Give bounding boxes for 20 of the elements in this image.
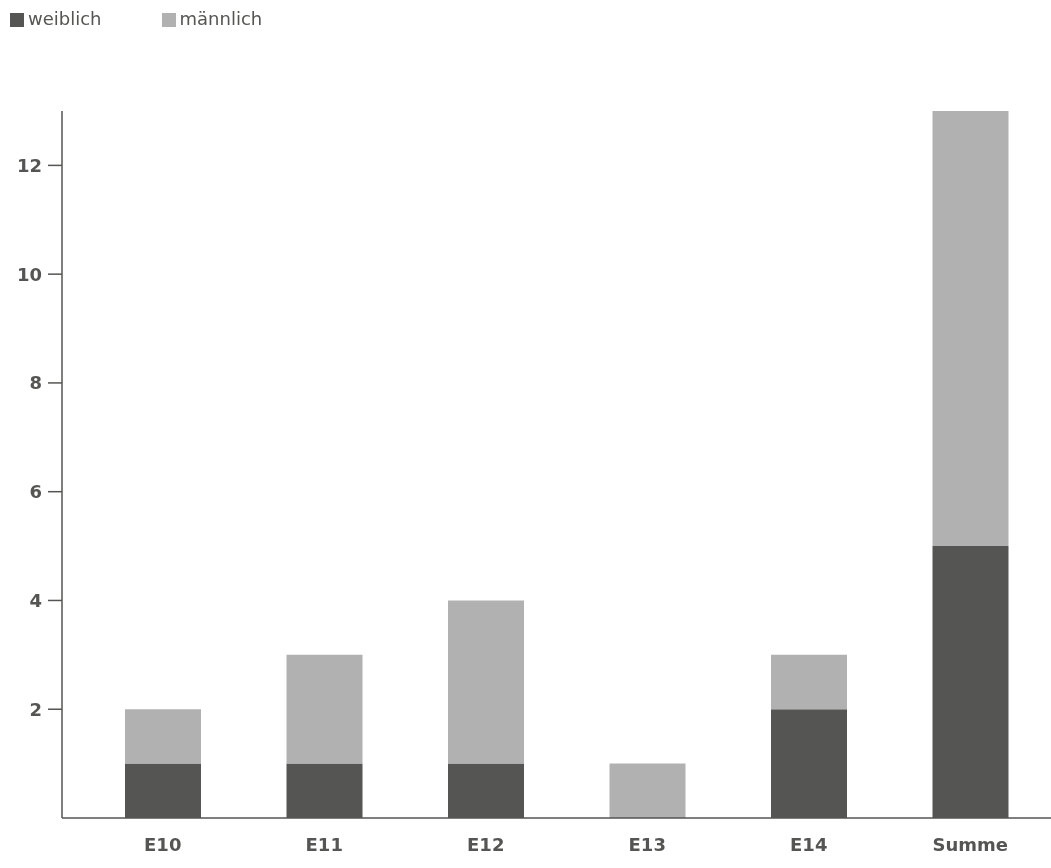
y-tick-label: 4 xyxy=(29,589,42,611)
x-tick-label: E12 xyxy=(467,833,505,855)
bar xyxy=(286,654,363,764)
x-tick-label: E11 xyxy=(305,833,343,855)
bar xyxy=(609,763,686,818)
legend-label: weiblich xyxy=(28,8,102,29)
bar xyxy=(448,600,524,764)
x-tick-label: E13 xyxy=(628,833,666,855)
y-tick-label: 6 xyxy=(29,481,42,503)
x-tick-label: Summe xyxy=(932,833,1008,855)
x-tick-label: E14 xyxy=(790,833,828,855)
x-tick-label: E10 xyxy=(144,833,182,855)
y-tick-label: 8 xyxy=(29,372,42,394)
legend-label: männlich xyxy=(179,8,263,29)
y-tick-label: 12 xyxy=(16,154,42,176)
bar xyxy=(932,111,1009,547)
bar xyxy=(125,709,201,764)
y-tick-label: 2 xyxy=(29,698,42,720)
bar xyxy=(771,654,847,710)
y-tick-label: 10 xyxy=(16,263,42,285)
